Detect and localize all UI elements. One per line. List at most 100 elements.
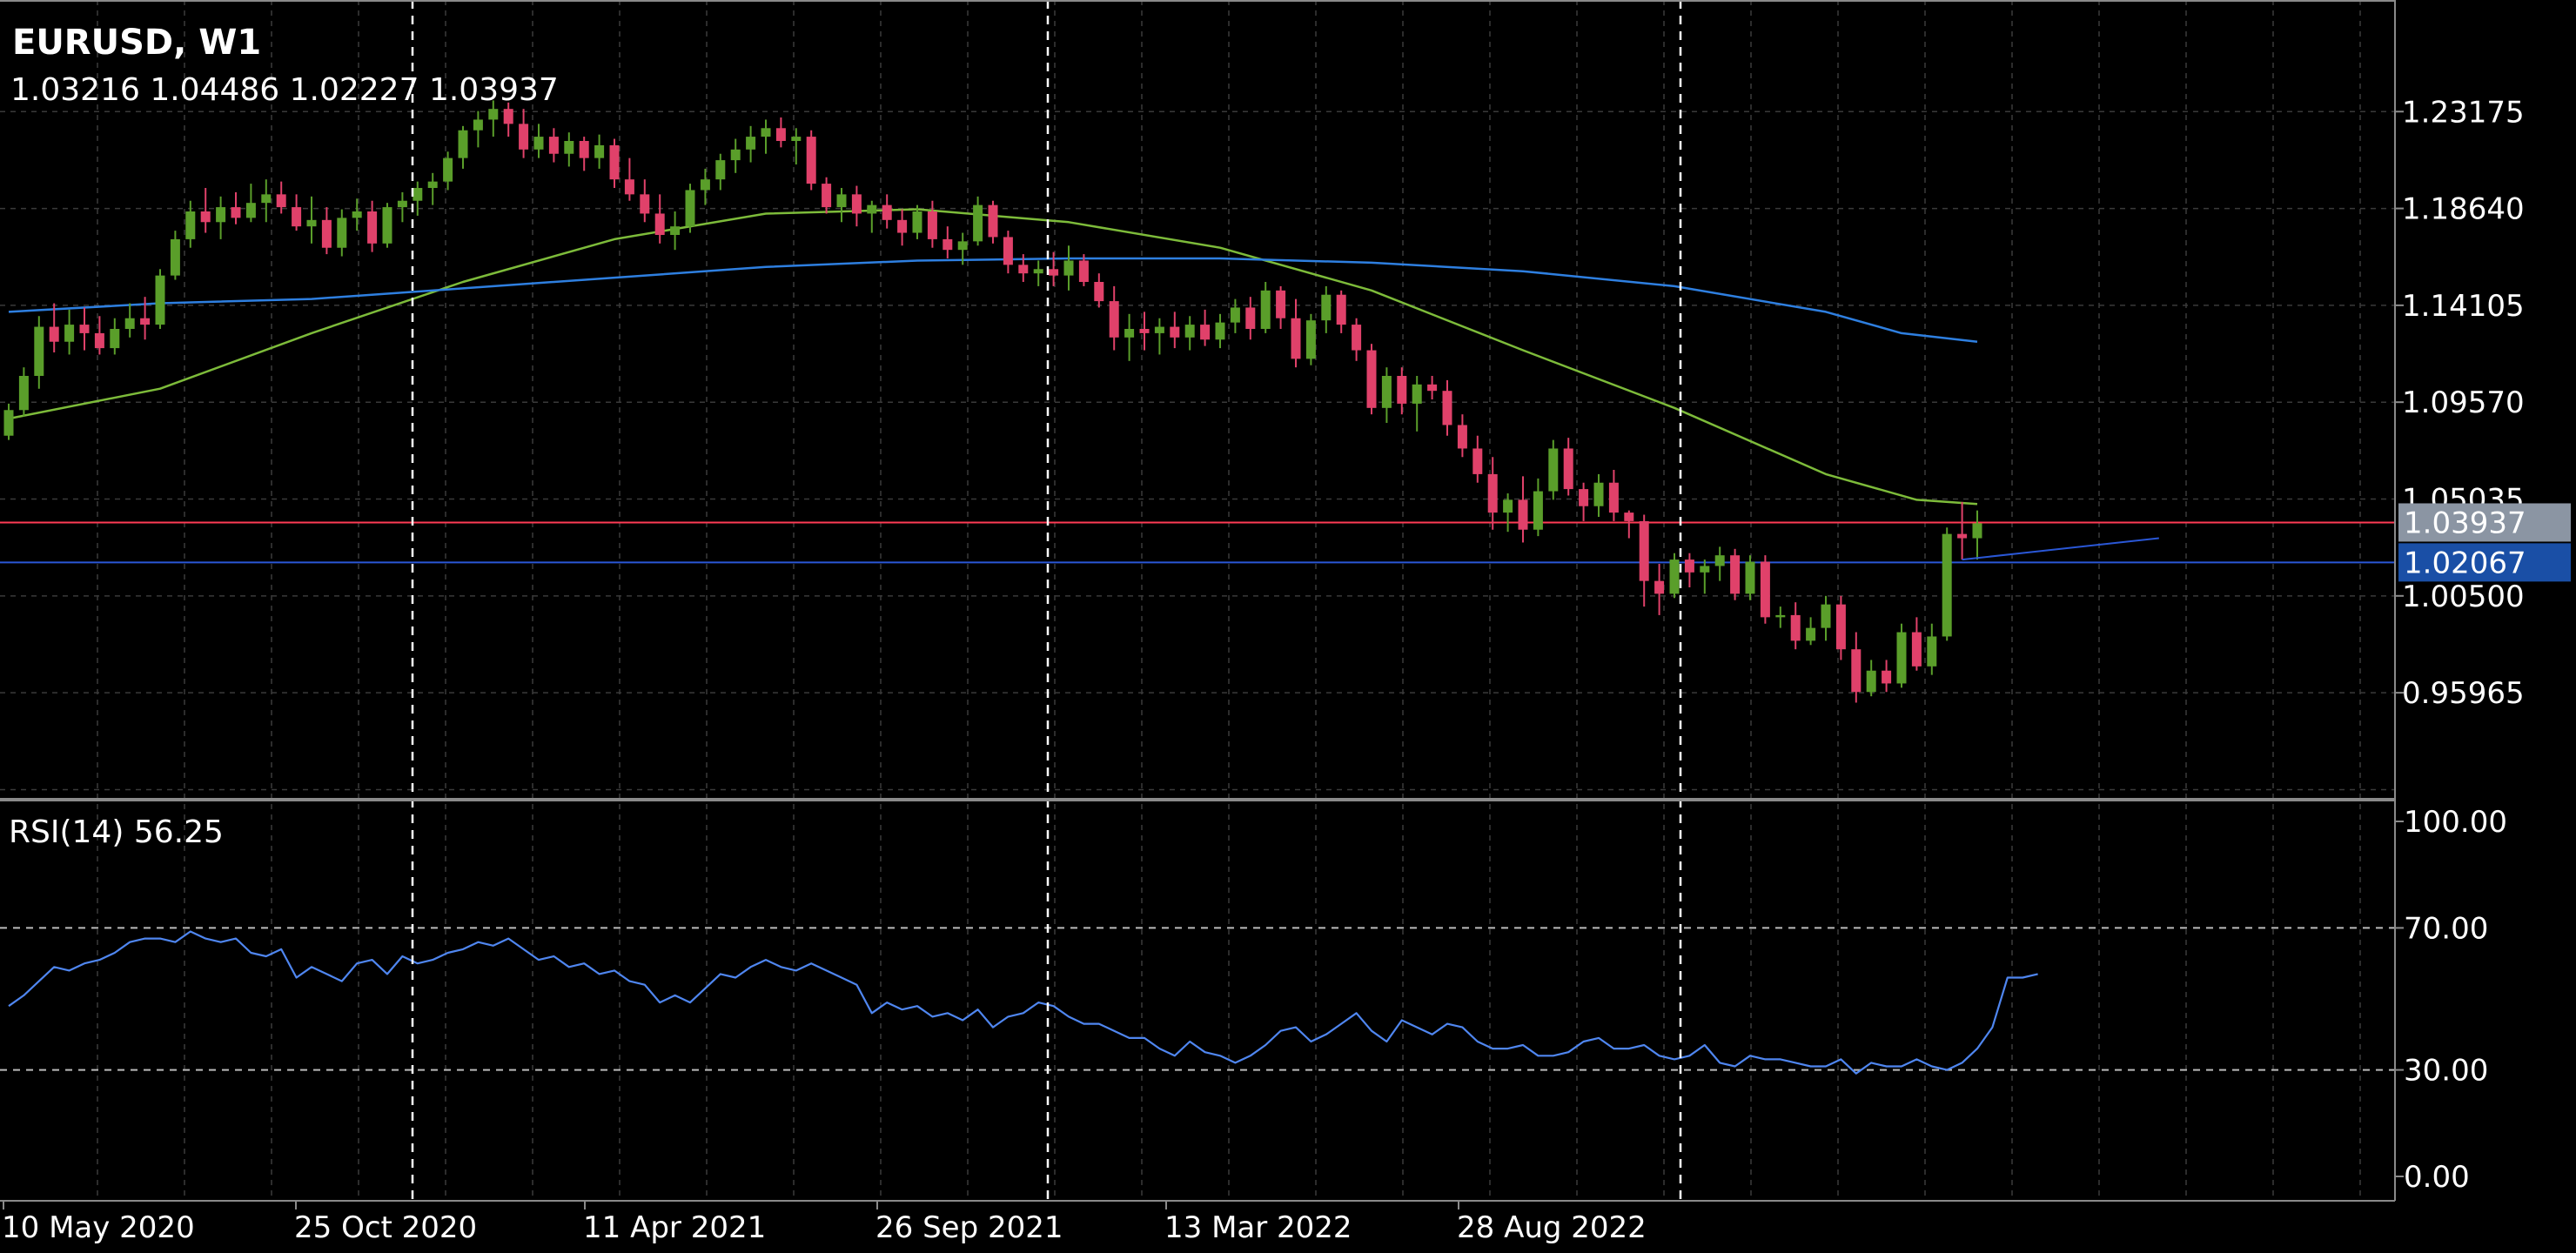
candle-body [1442, 391, 1452, 425]
candle-body [1139, 329, 1150, 333]
candle [1745, 555, 1755, 600]
candle-body [700, 179, 710, 191]
candle [882, 194, 892, 229]
candle-body [1063, 260, 1074, 276]
candle-body [1352, 325, 1362, 351]
candle [231, 191, 241, 224]
candle-body [1563, 448, 1573, 490]
candle-body [1518, 499, 1528, 530]
candle-body [473, 119, 483, 131]
candle-body [1427, 384, 1438, 392]
candle [1639, 514, 1649, 607]
candle-body [1094, 282, 1104, 302]
candle [1790, 602, 1801, 650]
candle [548, 128, 559, 163]
candle-body [1245, 307, 1256, 329]
candle-body [1624, 513, 1634, 521]
chart-title: EURUSD, W1 [12, 23, 261, 63]
candle [1533, 478, 1543, 537]
candle [261, 179, 272, 223]
candle [1442, 379, 1452, 436]
candle [775, 117, 786, 148]
candle-body [503, 109, 513, 124]
candle [1806, 617, 1816, 646]
candle [1063, 245, 1074, 291]
rsi-tick-label: 70.00 [2404, 911, 2488, 946]
candle [761, 119, 771, 154]
candle-body [1760, 561, 1770, 618]
candle-body [337, 218, 347, 248]
candle [216, 196, 226, 239]
candle [1760, 555, 1770, 624]
candle-body [397, 200, 407, 208]
candle [1352, 318, 1362, 361]
candle-body [1003, 237, 1013, 265]
candle-body [579, 141, 589, 158]
candle [155, 269, 165, 329]
candle-body [1215, 322, 1225, 340]
candle [654, 194, 665, 244]
candle-body [49, 326, 59, 342]
candle [1154, 318, 1164, 355]
candle [1593, 473, 1604, 517]
candle [1775, 606, 1786, 628]
candles [3, 100, 1982, 703]
candle-body [1276, 290, 1286, 318]
candle-body [1821, 604, 1831, 628]
candle-body [245, 203, 256, 218]
candle [1503, 493, 1513, 533]
candle-body [912, 211, 922, 233]
time-tick-label: 26 Sep 2021 [875, 1210, 1063, 1245]
candle-body [1593, 482, 1604, 506]
candle [1942, 527, 1952, 641]
horizontal-levels [0, 521, 2395, 564]
candle-body [1472, 448, 1483, 474]
candle [488, 100, 499, 137]
candle-body [1851, 649, 1862, 693]
candle-body [519, 124, 529, 150]
candle [1563, 438, 1573, 496]
trend-lines [1962, 537, 2159, 561]
candle-body [261, 194, 272, 204]
candle-body [761, 128, 771, 137]
candle-body [170, 238, 180, 276]
candle [867, 200, 877, 233]
candle-body [1033, 269, 1043, 274]
candle-body [1260, 290, 1271, 329]
candle [912, 204, 922, 239]
candle-body [110, 329, 120, 349]
candle [34, 316, 44, 389]
grid [0, 0, 2395, 1199]
candle [1336, 290, 1346, 333]
candle [1230, 298, 1240, 333]
rsi-tick-label: 100.00 [2404, 805, 2507, 840]
candle [1321, 285, 1332, 333]
candle-body [1957, 533, 1968, 539]
candle [1003, 231, 1013, 274]
candle [670, 211, 681, 251]
candle-body [367, 211, 378, 244]
candle-body [321, 219, 332, 248]
ohlc-readout: 1.03216 1.04486 1.02227 1.03937 [10, 72, 559, 108]
candle-body [1684, 559, 1694, 573]
candle-body [1654, 580, 1665, 594]
candle-body [897, 219, 908, 233]
time-tick-label: 10 May 2020 [2, 1210, 195, 1245]
candle-body [231, 207, 241, 218]
candle-body [1230, 307, 1240, 323]
candle-body [791, 137, 802, 141]
rsi-pane [0, 927, 2395, 1075]
candle [321, 207, 332, 255]
candle [140, 297, 151, 340]
candle-body [1548, 448, 1559, 492]
candle [1366, 344, 1377, 415]
candle [1427, 376, 1438, 399]
candle-body [1487, 473, 1498, 513]
candle-body [1927, 636, 1937, 667]
rsi-line [8, 930, 2038, 1075]
candle [1821, 595, 1831, 641]
candle-body [292, 207, 302, 227]
candle-body [1714, 555, 1725, 566]
candle [1579, 482, 1589, 521]
